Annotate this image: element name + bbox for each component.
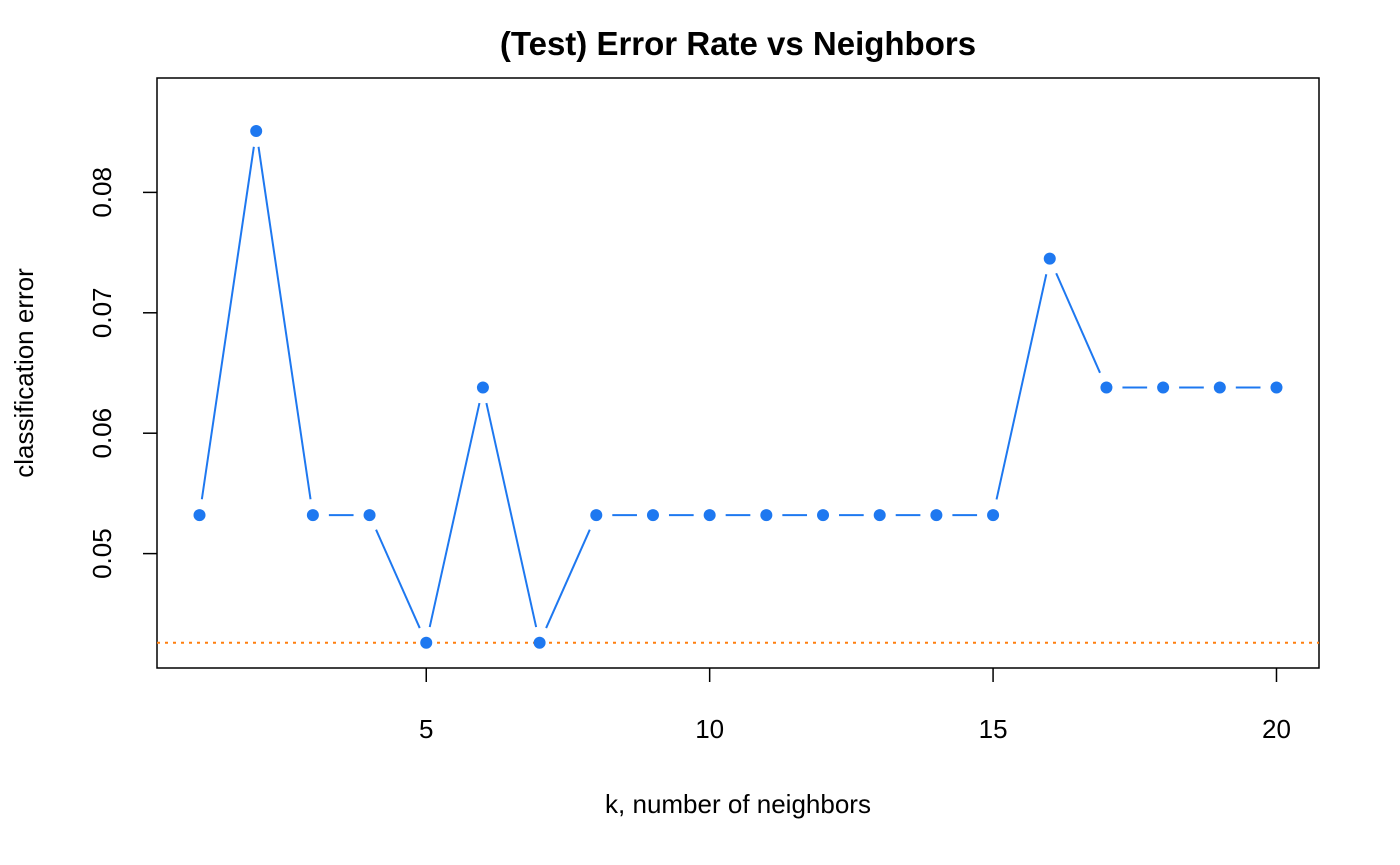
series-segment: [200, 146, 255, 500]
series-segment: [375, 529, 421, 629]
series-segment: [485, 402, 538, 628]
data-point: [420, 636, 433, 649]
series-segment: [545, 529, 591, 629]
y-tick-label: 0.08: [87, 167, 117, 218]
data-point: [476, 381, 489, 394]
y-axis: 0.05 0.06 0.07 0.08: [87, 167, 157, 579]
data-point: [817, 509, 830, 522]
chart-title: (Test) Error Rate vs Neighbors: [500, 25, 976, 62]
data-point: [703, 509, 716, 522]
x-tick-label: 5: [419, 714, 433, 744]
series-segment: [428, 402, 481, 628]
y-tick-label: 0.05: [87, 528, 117, 579]
x-tick-label: 20: [1262, 714, 1291, 744]
y-axis-label: classification error: [9, 268, 39, 478]
data-point: [1157, 381, 1170, 394]
data-point: [250, 124, 263, 137]
data-point: [1043, 252, 1056, 265]
data-point: [930, 509, 943, 522]
data-point: [873, 509, 886, 522]
series-segment: [1055, 272, 1101, 374]
data-point: [1100, 381, 1113, 394]
x-axis-label: k, number of neighbors: [605, 789, 871, 819]
data-point: [193, 509, 206, 522]
series-group: [193, 124, 1283, 649]
y-tick-label: 0.06: [87, 408, 117, 459]
series-segment: [995, 274, 1048, 500]
data-point: [1270, 381, 1283, 394]
data-point: [533, 636, 546, 649]
data-point: [306, 509, 319, 522]
data-point: [987, 509, 1000, 522]
data-point: [646, 509, 659, 522]
x-tick-label: 10: [695, 714, 724, 744]
data-point: [590, 509, 603, 522]
plot-frame: [156, 77, 1320, 669]
data-point: [760, 509, 773, 522]
data-point: [1213, 381, 1226, 394]
y-tick-label: 0.07: [87, 287, 117, 338]
data-point: [363, 509, 376, 522]
x-axis: 5 10 15 20: [419, 668, 1291, 744]
series-segment: [257, 146, 312, 500]
x-tick-label: 15: [979, 714, 1008, 744]
